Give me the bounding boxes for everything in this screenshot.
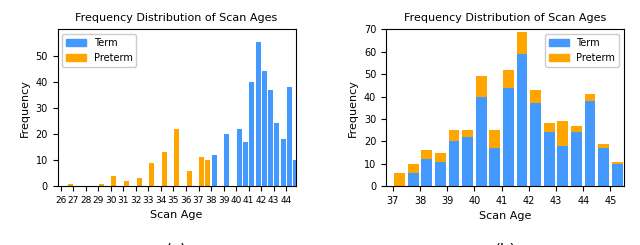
Title: Frequency Distribution of Scan Ages: Frequency Distribution of Scan Ages bbox=[76, 13, 278, 23]
Bar bbox=[111, 176, 116, 186]
Bar bbox=[287, 87, 292, 186]
Bar bbox=[612, 164, 623, 186]
Text: (a): (a) bbox=[166, 243, 187, 245]
Bar bbox=[530, 103, 541, 186]
Bar bbox=[68, 184, 72, 186]
Bar bbox=[571, 133, 582, 186]
Bar bbox=[237, 129, 242, 186]
Bar bbox=[149, 163, 154, 186]
Bar bbox=[408, 164, 419, 173]
Bar bbox=[490, 130, 500, 148]
Bar bbox=[408, 173, 419, 186]
Bar bbox=[136, 178, 141, 186]
Bar bbox=[435, 153, 446, 161]
Bar bbox=[199, 158, 204, 186]
Bar bbox=[516, 32, 527, 54]
Bar bbox=[612, 161, 623, 164]
Bar bbox=[462, 130, 473, 137]
Bar bbox=[557, 121, 568, 146]
Bar bbox=[421, 150, 432, 159]
Bar bbox=[174, 129, 179, 186]
Bar bbox=[598, 148, 609, 186]
Bar bbox=[224, 134, 229, 186]
Bar bbox=[544, 123, 555, 133]
Bar bbox=[449, 141, 460, 186]
Bar bbox=[557, 146, 568, 186]
Bar bbox=[187, 171, 191, 186]
Bar bbox=[503, 88, 514, 186]
Bar bbox=[99, 184, 104, 186]
Bar bbox=[571, 126, 582, 133]
Bar bbox=[280, 139, 285, 186]
Legend: Term, Preterm: Term, Preterm bbox=[63, 34, 136, 67]
Bar bbox=[421, 159, 432, 186]
Bar bbox=[124, 181, 129, 186]
Bar bbox=[275, 123, 279, 186]
Bar bbox=[503, 70, 514, 88]
Legend: Term, Preterm: Term, Preterm bbox=[545, 34, 619, 67]
Bar bbox=[243, 142, 248, 186]
Bar bbox=[462, 137, 473, 186]
Bar bbox=[205, 160, 211, 186]
Bar bbox=[435, 161, 446, 186]
Bar bbox=[490, 148, 500, 186]
Bar bbox=[449, 130, 460, 141]
Bar bbox=[394, 173, 405, 186]
Bar bbox=[161, 152, 166, 186]
Y-axis label: Frequency: Frequency bbox=[348, 79, 358, 137]
Title: Frequency Distribution of Scan Ages: Frequency Distribution of Scan Ages bbox=[404, 13, 606, 23]
Bar bbox=[262, 71, 267, 186]
Text: (b): (b) bbox=[494, 243, 516, 245]
Bar bbox=[249, 82, 254, 186]
Bar bbox=[212, 155, 217, 186]
Bar bbox=[544, 133, 555, 186]
Bar bbox=[293, 160, 298, 186]
Bar bbox=[584, 94, 595, 101]
Bar bbox=[598, 144, 609, 148]
Bar bbox=[255, 42, 260, 186]
X-axis label: Scan Age: Scan Age bbox=[150, 210, 203, 220]
Bar bbox=[268, 89, 273, 186]
X-axis label: Scan Age: Scan Age bbox=[479, 211, 531, 221]
Bar bbox=[516, 54, 527, 186]
Y-axis label: Frequency: Frequency bbox=[20, 79, 30, 137]
Bar bbox=[476, 76, 486, 97]
Bar bbox=[530, 90, 541, 103]
Bar bbox=[476, 97, 486, 186]
Bar bbox=[584, 101, 595, 186]
